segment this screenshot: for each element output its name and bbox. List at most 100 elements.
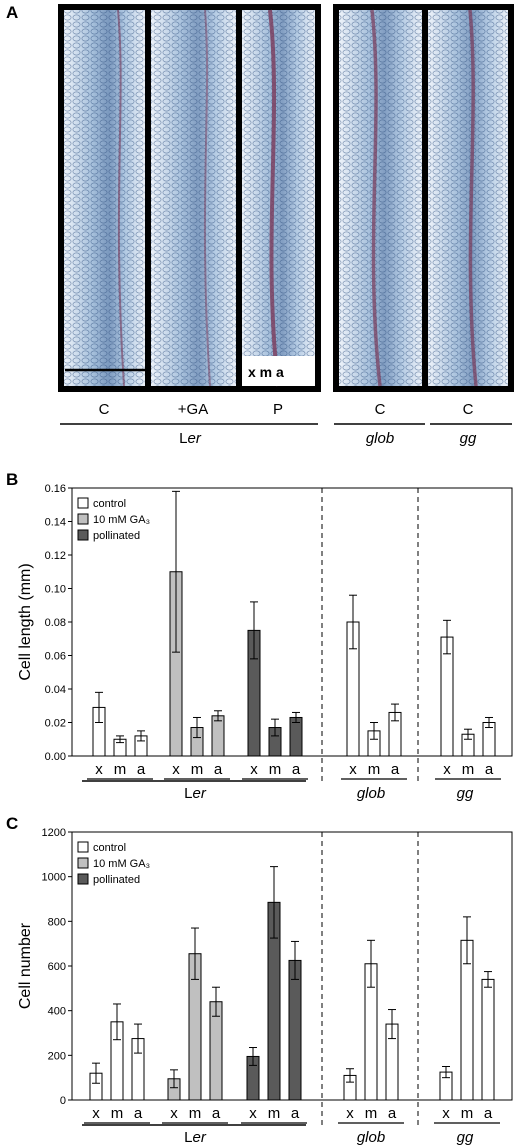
genotype-label-italic: gg xyxy=(457,1129,474,1146)
genotype-label-italic: glob xyxy=(357,1129,385,1146)
y-tick-label: 200 xyxy=(48,1050,66,1062)
genotype-label-a-2-italic: gg xyxy=(460,430,477,447)
position-label: a xyxy=(137,761,146,778)
micrograph-group-ler: x m a xyxy=(58,4,321,392)
genotype-label-plain: L xyxy=(184,1129,192,1146)
legend-label: control xyxy=(93,498,126,510)
genotype-label: Ler xyxy=(184,1129,207,1146)
legend-label: pollinated xyxy=(93,874,140,886)
y-tick-label: 1000 xyxy=(42,872,66,884)
image-label-0: C xyxy=(99,401,110,418)
micrograph-control xyxy=(64,9,145,387)
bar-Ler-10-mM-GA3-a xyxy=(211,715,225,757)
genotype-label-a-1-italic: glob xyxy=(366,430,394,447)
bar-Ler-pollinated-a xyxy=(288,959,302,1101)
genotype-label-a-0-italic: er xyxy=(188,430,202,447)
genotype-label-italic: gg xyxy=(457,785,474,802)
y-tick-label: 0 xyxy=(60,1095,66,1107)
legend-label: 10 mM GA₃ xyxy=(93,858,150,870)
position-label: m xyxy=(189,1105,202,1122)
y-tick-label: 0.12 xyxy=(45,550,66,562)
legend-swatch xyxy=(77,513,89,525)
genotype-label-a-0-plain: L xyxy=(179,430,187,447)
position-label: a xyxy=(485,761,494,778)
position-label: a xyxy=(214,761,223,778)
position-label: x xyxy=(346,1105,354,1122)
genotype-label: gg xyxy=(457,785,474,802)
y-axis-label: Cell number xyxy=(17,922,34,1009)
position-label: a xyxy=(292,761,301,778)
legend-swatch xyxy=(77,497,89,509)
y-tick-label: 0.14 xyxy=(45,517,66,529)
genotype-label-a-2: gg xyxy=(460,430,477,447)
genotype-label: gg xyxy=(457,1129,474,1146)
position-label: m xyxy=(368,761,381,778)
position-label: a xyxy=(291,1105,300,1122)
position-label: m xyxy=(461,1105,474,1122)
legend-swatch xyxy=(77,841,89,853)
position-label: x xyxy=(92,1105,100,1122)
image-label-1: +GA xyxy=(178,401,208,418)
position-label: x xyxy=(442,1105,450,1122)
legend: control 10 mM GA₃ pollinated xyxy=(77,497,150,542)
bar-gg-control-a xyxy=(481,978,495,1101)
position-label: m xyxy=(191,761,204,778)
micrograph-glob xyxy=(339,9,422,387)
micrograph-gg xyxy=(428,9,508,387)
legend-label: control xyxy=(93,842,126,854)
position-label: a xyxy=(134,1105,143,1122)
position-label: a xyxy=(391,761,400,778)
panel-a-letter: A xyxy=(6,3,18,22)
y-tick-label: 600 xyxy=(48,961,66,973)
y-tick-label: 800 xyxy=(48,916,66,928)
genotype-label-a-1: glob xyxy=(366,430,394,447)
legend-swatch xyxy=(77,857,89,869)
y-tick-label: 0.08 xyxy=(45,617,66,629)
legend-swatch xyxy=(77,529,89,541)
genotype-label-italic: er xyxy=(193,785,207,802)
position-label: a xyxy=(388,1105,397,1122)
y-tick-label: 0.16 xyxy=(45,483,66,495)
position-label: m xyxy=(114,761,127,778)
position-label: x xyxy=(250,761,258,778)
position-label: m xyxy=(111,1105,124,1122)
bar-gg-control-x xyxy=(440,636,454,757)
position-label: a xyxy=(212,1105,221,1122)
panel-b-chart: B 0.00 0.02 0.04 0.06 0.08 0.10 0.12 0.14 0.16 Cel… xyxy=(6,470,513,802)
position-label: m xyxy=(365,1105,378,1122)
y-tick-label: 1200 xyxy=(42,827,66,839)
y-tick-label: 400 xyxy=(48,1006,66,1018)
position-label: m xyxy=(269,761,282,778)
layer-marker-box xyxy=(242,356,315,386)
position-label: a xyxy=(484,1105,493,1122)
micrograph-group-mutants xyxy=(333,4,514,392)
legend-label: pollinated xyxy=(93,530,140,542)
bar-Ler-pollinated-a xyxy=(289,716,303,757)
micrograph-ga xyxy=(151,9,236,387)
legend-label: 10 mM GA₃ xyxy=(93,514,150,526)
layer-marker: x m a xyxy=(248,364,284,380)
legend: control 10 mM GA₃ pollinated xyxy=(77,841,150,886)
genotype-label: Ler xyxy=(184,785,207,802)
image-label-3: C xyxy=(375,401,386,418)
position-label: x xyxy=(443,761,451,778)
genotype-label-italic: er xyxy=(193,1129,207,1146)
position-label: x xyxy=(349,761,357,778)
panelC-letter: C xyxy=(6,814,18,833)
panelB-letter: B xyxy=(6,470,18,489)
position-label: x xyxy=(172,761,180,778)
y-axis-label: Cell length (mm) xyxy=(17,563,34,680)
genotype-label-italic: glob xyxy=(357,785,385,802)
bar-gg-control-m xyxy=(460,939,474,1101)
y-tick-label: 0.10 xyxy=(45,584,66,596)
image-label-2: P xyxy=(273,401,283,418)
image-label-4: C xyxy=(463,401,474,418)
genotype-label-plain: L xyxy=(184,785,192,802)
position-label: m xyxy=(268,1105,281,1122)
y-tick-label: 0.02 xyxy=(45,718,66,730)
position-label: x xyxy=(249,1105,257,1122)
genotype-label-a-0: Ler xyxy=(179,430,202,447)
genotype-label: glob xyxy=(357,785,385,802)
micrograph-pollinated xyxy=(242,9,315,387)
